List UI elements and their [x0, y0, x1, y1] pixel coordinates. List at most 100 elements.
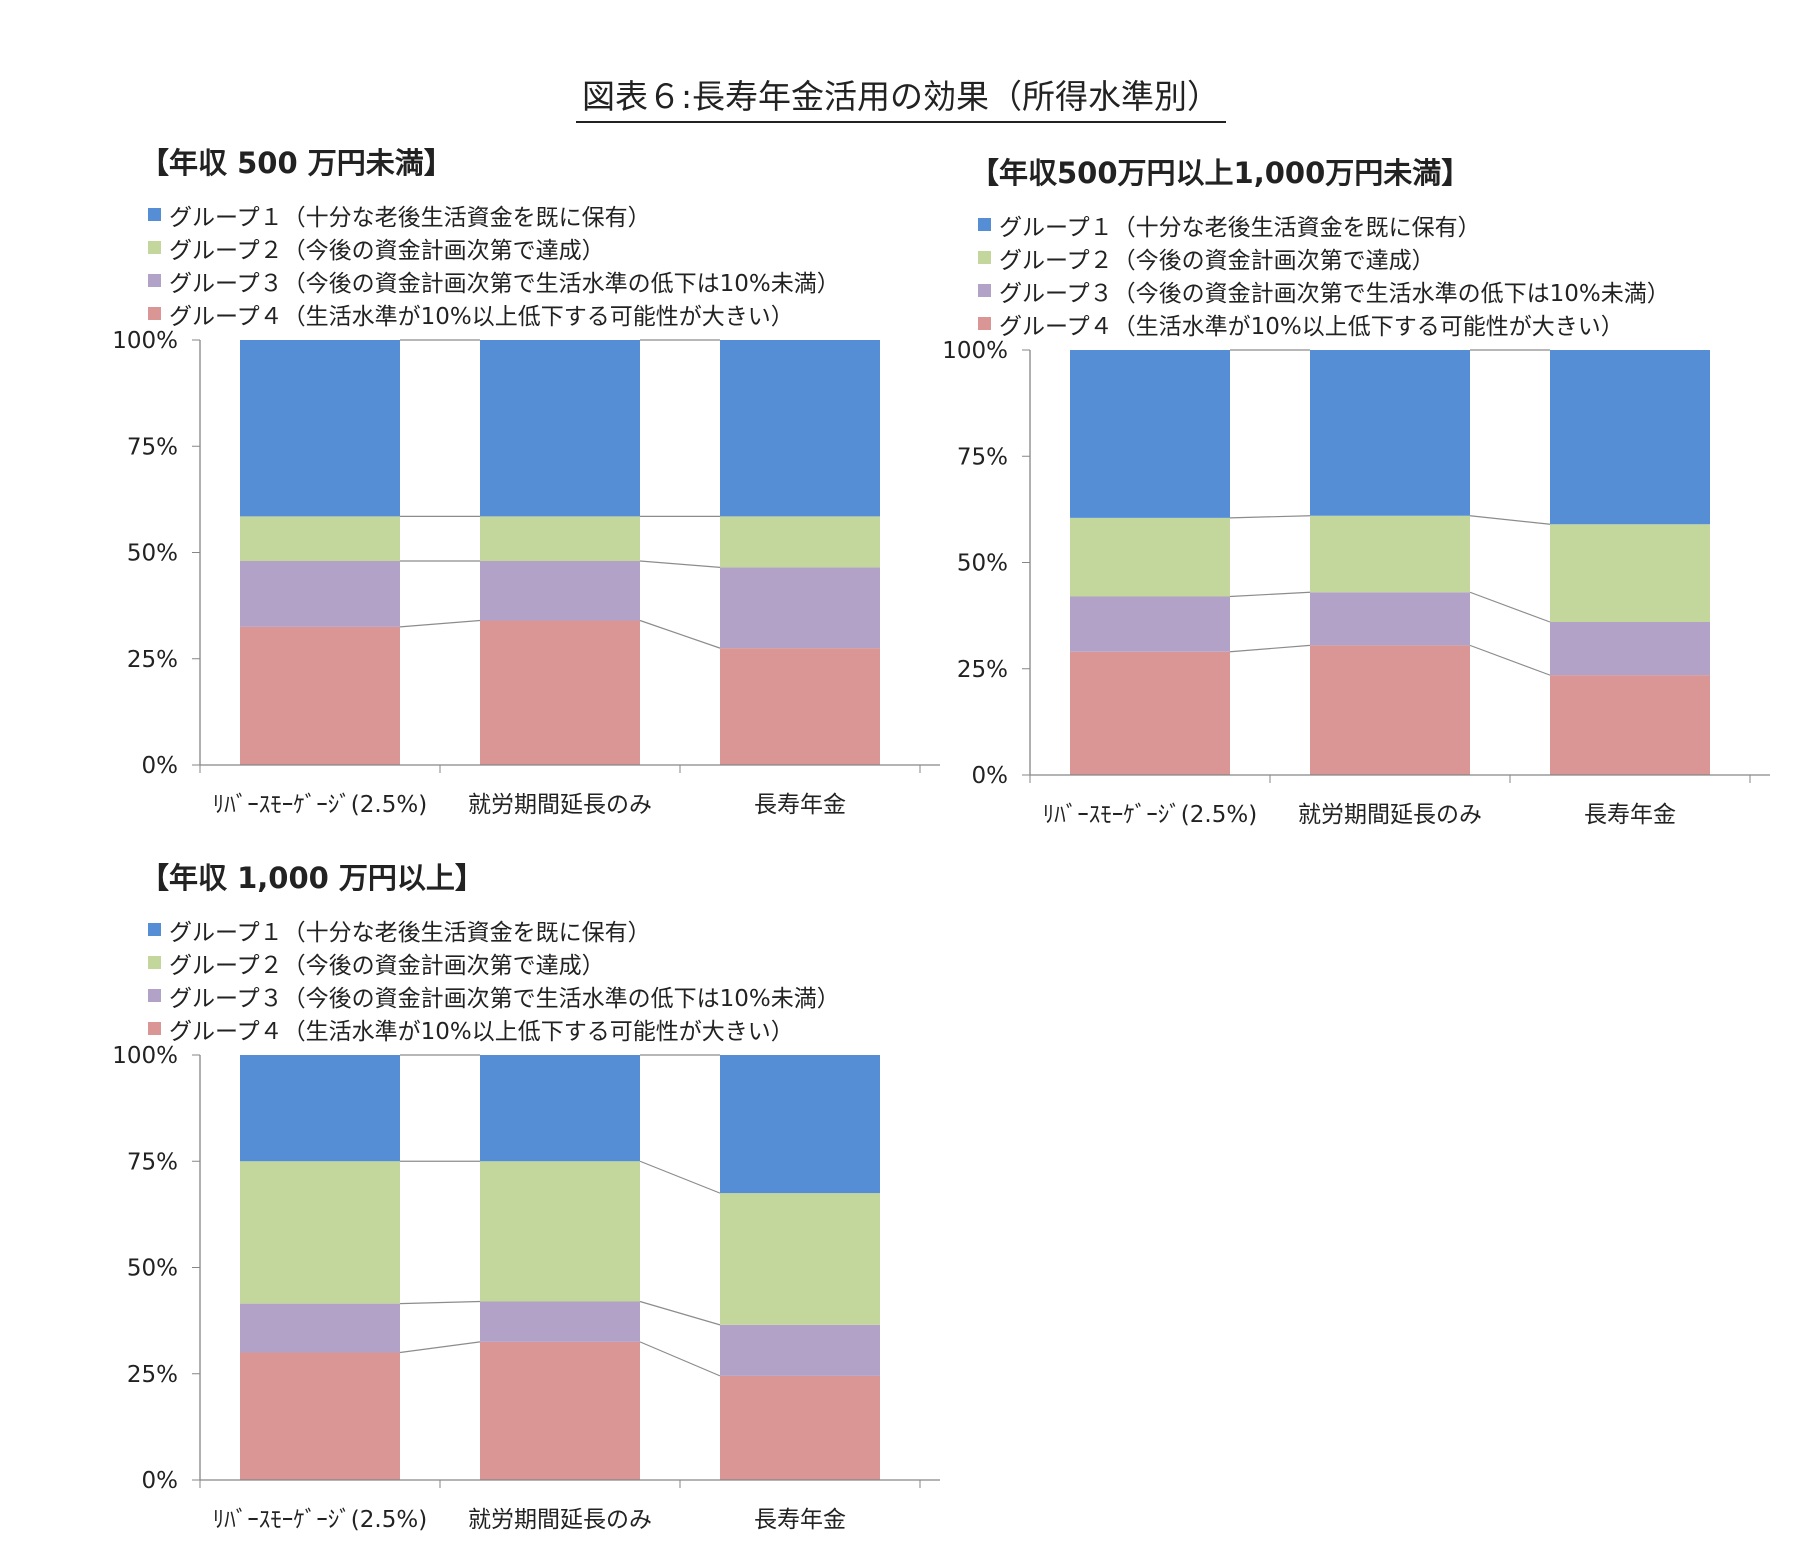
bar-segment-group4: [720, 1375, 880, 1480]
series-connector-line: [639, 560, 721, 568]
bar-segment-group1: [480, 1055, 640, 1162]
stacked-bar-chart: 0% 25% 50% 75% 100% ﾘﾊﾞｰｽﾓｰｹﾞｰｼﾞ(2.5%) 就労期間延長の…: [942, 338, 1770, 828]
y-tick-label: 50%: [127, 1256, 178, 1282]
chart-legend: グループ１（十分な老後生活資金を既に保有） グループ２（今後の資金計画次第で達成…: [978, 208, 1670, 340]
chart-panel-over-10m: 【年収 1,000 万円以上】 グループ１（十分な老後生活資金を既に保有） グル…: [100, 845, 970, 1545]
bar-segment-group4: [1550, 675, 1710, 775]
legend-label: グループ１（十分な老後生活資金を既に保有）: [169, 919, 651, 946]
x-category-label: 就労期間延長のみ: [1298, 802, 1482, 828]
bar-segment-group4: [1070, 651, 1230, 775]
legend-label: グループ１（十分な老後生活資金を既に保有）: [999, 214, 1481, 241]
series-connector-line: [639, 1160, 721, 1194]
bar-segment-group3: [720, 567, 880, 649]
y-tick-label: 75%: [127, 434, 178, 460]
bar-segment-group1: [720, 340, 880, 517]
bar-segment-group2: [480, 516, 640, 561]
legend-item-group1: グループ１（十分な老後生活資金を既に保有）: [148, 198, 840, 231]
bar-segment-group2: [720, 516, 880, 568]
legend-swatch-group4: [148, 1022, 161, 1035]
y-tick-label: 100%: [942, 338, 1008, 364]
legend-label: グループ４（生活水準が10%以上低下する可能性が大きい）: [169, 303, 794, 330]
chart-panel-under-5m: 【年収 500 万円未満】 グループ１（十分な老後生活資金を既に保有） グループ…: [100, 130, 970, 830]
legend-swatch-group3: [148, 274, 161, 287]
bar-segment-group4: [240, 626, 400, 765]
y-tick-label: 25%: [127, 1362, 178, 1388]
y-tick-label: 25%: [127, 647, 178, 673]
bar-segment-group1: [240, 1055, 400, 1162]
legend-item-group3: グループ３（今後の資金計画次第で生活水準の低下は10%未満）: [148, 264, 840, 297]
page-title: 図表６:長寿年金活用の効果（所得水準別）: [0, 70, 1802, 123]
y-tick-label: 100%: [112, 1043, 178, 1069]
bar-segment-group1: [1550, 350, 1710, 525]
y-tick-label: 0%: [972, 763, 1009, 789]
y-tick-label: 50%: [127, 541, 178, 567]
bar-segment-group2: [480, 1161, 640, 1302]
series-connector-line: [1469, 591, 1551, 623]
chart-title: 【年収500万円以上1,000万円未満】: [970, 156, 1471, 190]
series-connector-line: [1469, 644, 1551, 676]
page-title-text: 図表６:長寿年金活用の効果（所得水準別）: [575, 70, 1227, 123]
chart-title: 【年収 1,000 万円以上】: [140, 861, 484, 895]
legend-swatch-group3: [978, 284, 991, 297]
y-tick-label: 75%: [957, 444, 1008, 470]
x-category-label: ﾘﾊﾞｰｽﾓｰｹﾞｰｼﾞ(2.5%): [1043, 802, 1257, 828]
legend-label: グループ２（今後の資金計画次第で達成）: [169, 237, 605, 264]
legend-label: グループ３（今後の資金計画次第で生活水準の低下は10%未満）: [999, 280, 1670, 307]
bar-segment-group2: [1310, 515, 1470, 593]
bar-segment-group3: [480, 561, 640, 621]
y-tick-label: 0%: [142, 753, 179, 779]
x-category-label: 就労期間延長のみ: [468, 1507, 652, 1533]
y-tick-label: 75%: [127, 1149, 178, 1175]
x-category-label: 長寿年金: [754, 1507, 846, 1533]
legend-label: グループ３（今後の資金計画次第で生活水準の低下は10%未満）: [169, 270, 840, 297]
x-category-label: ﾘﾊﾞｰｽﾓｰｹﾞｰｼﾞ(2.5%): [213, 1507, 427, 1533]
legend-item-group2: グループ２（今後の資金計画次第で達成）: [978, 241, 1670, 274]
series-connector-line: [399, 1341, 481, 1354]
legend-label: グループ４（生活水準が10%以上低下する可能性が大きい）: [999, 313, 1624, 340]
x-category-label: 長寿年金: [754, 792, 846, 818]
legend-label: グループ１（十分な老後生活資金を既に保有）: [169, 204, 651, 231]
legend-swatch-group1: [148, 208, 161, 221]
series-connector-line: [1229, 591, 1311, 598]
series-connector-line: [639, 1300, 721, 1326]
series-connector-line: [639, 619, 721, 649]
legend-item-group1: グループ１（十分な老後生活資金を既に保有）: [148, 913, 840, 946]
legend-label: グループ４（生活水準が10%以上低下する可能性が大きい）: [169, 1018, 794, 1045]
series-connector-line: [639, 1341, 721, 1377]
bar-segment-group2: [720, 1193, 880, 1325]
legend-swatch-group3: [148, 989, 161, 1002]
legend-label: グループ３（今後の資金計画次第で生活水準の低下は10%未満）: [169, 985, 840, 1012]
legend-swatch-group2: [978, 251, 991, 264]
legend-swatch-group2: [148, 241, 161, 254]
bar-segment-group1: [480, 340, 640, 517]
y-tick-label: 0%: [142, 1468, 179, 1494]
y-tick-label: 100%: [112, 328, 178, 354]
bar-segment-group3: [240, 561, 400, 627]
stacked-bar-chart: 0% 25% 50% 75% 100% ﾘﾊﾞｰｽﾓｰｹﾞｰｼﾞ(2.5%) 就労期間延長の…: [112, 1043, 940, 1533]
bar-segment-group2: [240, 516, 400, 561]
chart-panel-5m-to-10m: 【年収500万円以上1,000万円未満】 グループ１（十分な老後生活資金を既に保…: [930, 140, 1800, 840]
bar-segment-group2: [1550, 524, 1710, 622]
bar-segment-group4: [480, 1341, 640, 1480]
series-connector-line: [1229, 515, 1311, 519]
bar-segment-group3: [1070, 596, 1230, 652]
bar-segment-group3: [1310, 592, 1470, 646]
bar-segment-group3: [1550, 622, 1710, 676]
bar-segment-group3: [480, 1301, 640, 1342]
bar-segment-group2: [240, 1161, 400, 1304]
series-connector-line: [399, 619, 481, 628]
series-connector-line: [1469, 515, 1551, 525]
chart-legend: グループ１（十分な老後生活資金を既に保有） グループ２（今後の資金計画次第で達成…: [148, 198, 840, 330]
legend-item-group1: グループ１（十分な老後生活資金を既に保有）: [978, 208, 1670, 241]
bar-segment-group2: [1070, 517, 1230, 597]
legend-swatch-group1: [978, 218, 991, 231]
legend-item-group3: グループ３（今後の資金計画次第で生活水準の低下は10%未満）: [978, 274, 1670, 307]
legend-label: グループ２（今後の資金計画次第で達成）: [999, 247, 1435, 274]
x-category-label: ﾘﾊﾞｰｽﾓｰｹﾞｰｼﾞ(2.5%): [213, 792, 427, 818]
series-connector-line: [399, 1300, 481, 1305]
legend-item-group4: グループ４（生活水準が10%以上低下する可能性が大きい）: [148, 297, 840, 330]
legend-swatch-group2: [148, 956, 161, 969]
legend-item-group4: グループ４（生活水準が10%以上低下する可能性が大きい）: [148, 1012, 840, 1045]
bar-segment-group4: [720, 648, 880, 765]
bar-segment-group1: [1310, 350, 1470, 516]
